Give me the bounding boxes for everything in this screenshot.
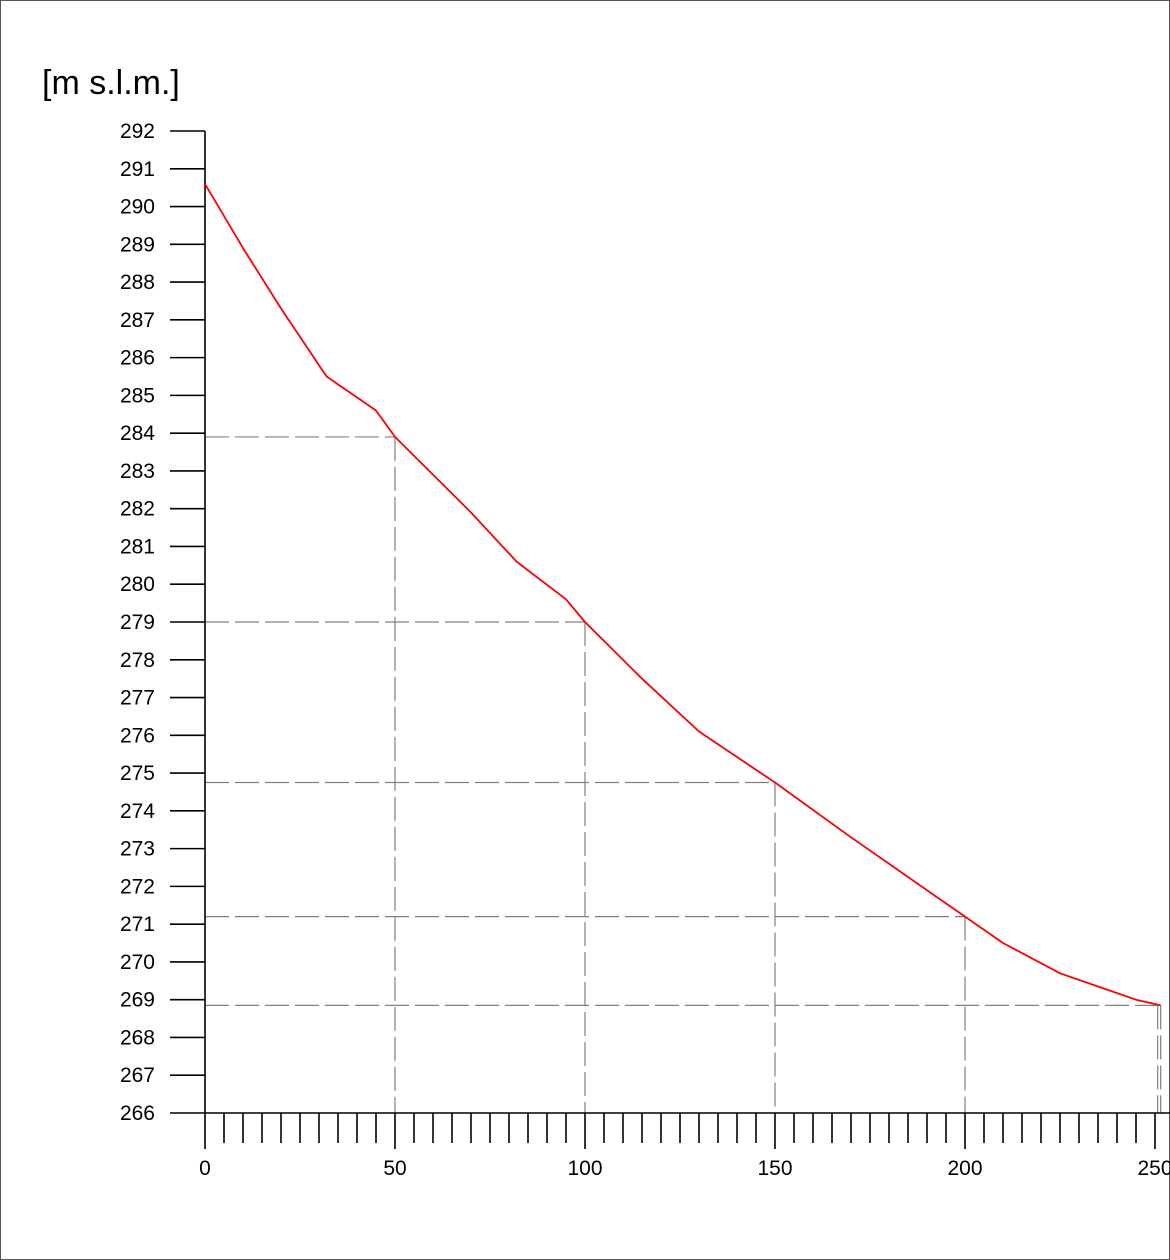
y-tick-label: 292: [120, 120, 155, 143]
y-tick-label: 267: [120, 1064, 155, 1087]
y-tick-label: 281: [120, 535, 155, 558]
y-tick-label: 285: [120, 384, 155, 407]
x-tick-label: 50: [383, 1157, 406, 1180]
y-tick-label: 270: [120, 951, 155, 974]
x-tick-label: 100: [567, 1157, 602, 1180]
y-tick-label: 284: [120, 422, 155, 445]
y-tick-label: 271: [120, 913, 155, 936]
y-tick-label: 272: [120, 875, 155, 898]
y-tick-label: 288: [120, 271, 155, 294]
x-tick-label: 200: [947, 1157, 982, 1180]
series-group: [204, 183, 1161, 1007]
y-tick-label: 286: [120, 347, 155, 370]
y-tick-label: 287: [120, 309, 155, 332]
x-tick-label: 0: [199, 1157, 211, 1180]
y-tick-label: 283: [120, 460, 155, 483]
y-tick-label: 279: [120, 611, 155, 634]
y-tick-label: 289: [120, 233, 155, 256]
y-tick-label: 273: [120, 838, 155, 861]
series-line: [204, 183, 1161, 1007]
y-tick-label: 280: [120, 573, 155, 596]
x-tick-label: 150: [757, 1157, 792, 1180]
y-tick-label: 282: [120, 498, 155, 521]
x-axis-ticks: 0 50 100 150 200 250: [199, 1113, 1170, 1180]
y-tick-label: 274: [120, 800, 155, 823]
y-tick-label: 277: [120, 687, 155, 710]
y-tick-label: 276: [120, 724, 155, 747]
reference-lines: [205, 436, 1162, 1113]
x-tick-label: 250: [1137, 1157, 1170, 1180]
y-tick-label: 266: [120, 1102, 155, 1125]
y-tick-label: 275: [120, 762, 155, 785]
y-tick-label: 290: [120, 196, 155, 219]
y-tick-label: 291: [120, 158, 155, 181]
y-tick-label: 268: [120, 1026, 155, 1049]
y-tick-label: 278: [120, 649, 155, 672]
y-axis-ticks: 266 267 268 269 270 271 272 273 274 275 276 277 278 2…: [120, 120, 205, 1125]
y-tick-label: 269: [120, 989, 155, 1012]
y-axis-label: [m s.l.m.]: [42, 64, 180, 102]
